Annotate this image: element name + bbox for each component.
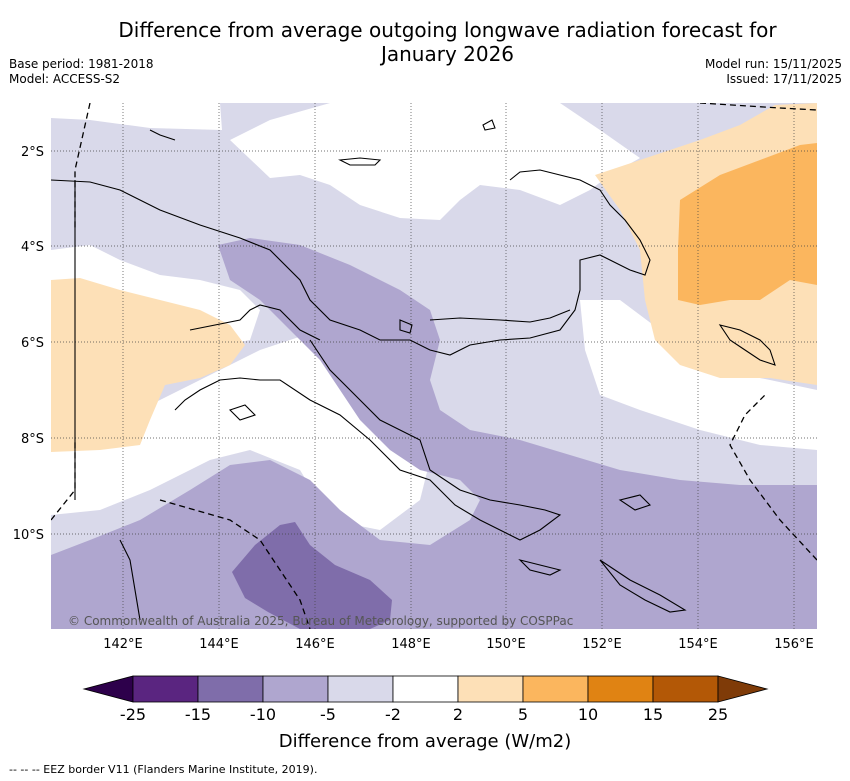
colorbar-tick: -2 (385, 705, 401, 724)
anomaly-white-north (230, 103, 640, 220)
lon-label: 154°E (678, 637, 718, 652)
eez-borders (51, 103, 817, 629)
colorbar-tick: -10 (250, 705, 276, 724)
colorbar-box (587, 675, 654, 703)
lon-label: 148°E (391, 637, 431, 652)
colorbar-box (392, 675, 459, 703)
colorbar-tick: 15 (643, 705, 663, 724)
eez-footnote: -- -- -- EEZ border V11 (Flanders Marine… (9, 763, 318, 776)
colorbar-box (327, 675, 394, 703)
title-line-2: January 2026 (380, 42, 515, 66)
anomaly-purple-band (51, 238, 817, 629)
copyright-note: © Commonwealth of Australia 2025, Bureau… (68, 614, 573, 628)
lat-label: 10°S (13, 528, 44, 543)
issued-date: Issued: 17/11/2025 (726, 72, 842, 86)
lon-label: 150°E (486, 637, 526, 652)
map-title: Difference from average outgoing longwav… (60, 18, 835, 66)
model-run: Model run: 15/11/2025 (704, 57, 842, 71)
anomaly-white-nw (51, 103, 222, 130)
colorbar-tick: 5 (518, 705, 528, 724)
colorbar: -25 -15 -10 -5 -2 2 5 10 15 25 (82, 675, 769, 724)
lat-label: 6°S (21, 336, 44, 351)
colorbar-end-high (717, 675, 769, 703)
anomaly-orange-west (51, 278, 245, 452)
lon-label: 152°E (582, 637, 622, 652)
lat-labels: 2°S 4°S 6°S 8°S 10°S (13, 145, 44, 543)
lon-label: 144°E (199, 637, 239, 652)
lat-label: 4°S (21, 240, 44, 255)
lon-label: 142°E (103, 637, 143, 652)
anomaly-dark-core (232, 522, 392, 629)
map-area: © Commonwealth of Australia 2025, Bureau… (51, 103, 817, 629)
colorbar-tick: 2 (453, 705, 463, 724)
lat-label: 2°S (21, 145, 44, 160)
coastlines (51, 119, 776, 621)
anomaly-orange-core (678, 143, 817, 305)
colorbar-box (522, 675, 589, 703)
lon-label: 146°E (295, 637, 335, 652)
colorbar-tick: -25 (120, 705, 146, 724)
title-line-1: Difference from average outgoing longwav… (118, 18, 777, 42)
model-name: Model: ACCESS-S2 (9, 72, 121, 86)
colorbar-tick: -15 (185, 705, 211, 724)
colorbar-box (132, 675, 199, 703)
colorbar-box (457, 675, 524, 703)
colorbar-ticks: -25 -15 -10 -5 -2 2 5 10 15 25 (120, 705, 728, 724)
colorbar-box (652, 675, 719, 703)
lat-label: 8°S (21, 432, 44, 447)
colorbar-tick: 25 (708, 705, 728, 724)
base-period: Base period: 1981-2018 (9, 57, 154, 71)
colorbar-tick: 10 (578, 705, 598, 724)
lon-label: 156°E (774, 637, 814, 652)
anomaly-white-east (580, 300, 817, 450)
colorbar-box (197, 675, 264, 703)
colorbar-boxes (132, 675, 719, 703)
colorbar-tick: -5 (320, 705, 336, 724)
meta-right: Model run: 15/11/2025 Issued: 17/11/2025 (705, 57, 842, 87)
colorbar-label: Difference from average (W/m2) (278, 731, 572, 752)
graticule (51, 103, 817, 629)
colorbar-end-low (82, 675, 134, 703)
colorbar-box (262, 675, 329, 703)
lon-labels: 142°E 144°E 146°E 148°E 150°E 152°E 154°… (103, 637, 814, 652)
meta-left: Base period: 1981-2018 Model: ACCESS-S2 (9, 57, 154, 87)
